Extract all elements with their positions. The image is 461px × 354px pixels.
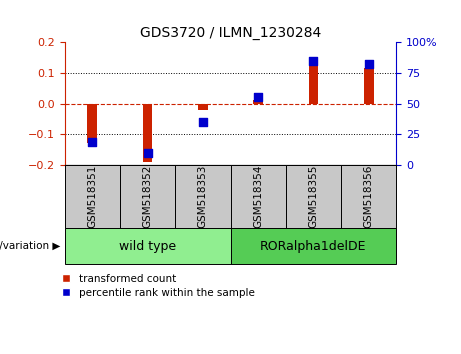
Text: GSM518354: GSM518354 — [253, 165, 263, 228]
Bar — [198, 104, 208, 110]
Bar — [142, 104, 153, 161]
FancyBboxPatch shape — [230, 228, 396, 264]
Bar — [364, 68, 374, 104]
Bar — [308, 62, 319, 104]
Text: wild type: wild type — [119, 240, 176, 252]
Bar — [87, 104, 97, 143]
Bar — [253, 101, 263, 104]
Point — [254, 94, 262, 100]
Text: RORalpha1delDE: RORalpha1delDE — [260, 240, 367, 252]
Point — [310, 58, 317, 64]
FancyBboxPatch shape — [65, 165, 120, 228]
Point — [365, 61, 372, 67]
Point — [89, 139, 96, 145]
Text: GSM518353: GSM518353 — [198, 165, 208, 228]
Text: GSM518355: GSM518355 — [308, 165, 319, 228]
FancyBboxPatch shape — [120, 165, 175, 228]
Text: GSM518356: GSM518356 — [364, 165, 374, 228]
FancyBboxPatch shape — [286, 165, 341, 228]
Point — [144, 150, 151, 156]
Title: GDS3720 / ILMN_1230284: GDS3720 / ILMN_1230284 — [140, 26, 321, 40]
Text: GSM518352: GSM518352 — [142, 165, 153, 228]
Legend: transformed count, percentile rank within the sample: transformed count, percentile rank withi… — [60, 274, 255, 298]
Text: GSM518351: GSM518351 — [87, 165, 97, 228]
FancyBboxPatch shape — [175, 165, 230, 228]
Point — [199, 120, 207, 125]
FancyBboxPatch shape — [230, 165, 286, 228]
FancyBboxPatch shape — [341, 165, 396, 228]
FancyBboxPatch shape — [65, 228, 230, 264]
Text: genotype/variation ▶: genotype/variation ▶ — [0, 241, 60, 251]
